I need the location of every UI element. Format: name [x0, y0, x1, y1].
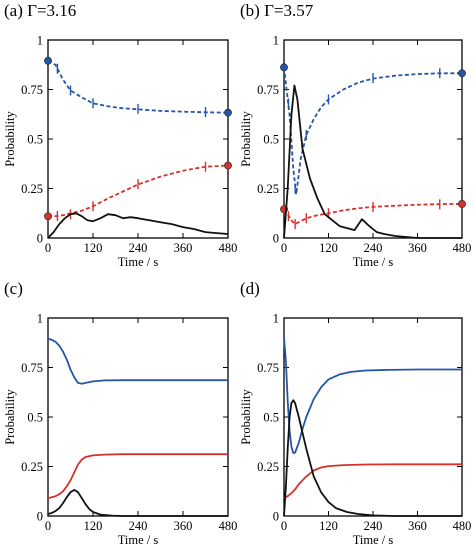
y-tick-label: 0.75 [21, 361, 43, 375]
y-tick-label: 0.25 [21, 182, 43, 196]
panel-title: (a) Γ=3.16 [4, 1, 76, 20]
plot-frame [47, 317, 229, 517]
y-tick-label: 0.25 [21, 460, 43, 474]
series-line-red [47, 453, 228, 500]
x-axis-label: Time / s [353, 255, 394, 269]
y-tick-label: 1 [273, 34, 279, 48]
y-tick-label: 0.5 [27, 133, 43, 147]
x-tick-label: 120 [319, 241, 338, 255]
y-tick-label: 1 [273, 312, 279, 326]
series-line-black [47, 489, 228, 517]
y-tick-label: 0 [37, 232, 43, 246]
x-tick-label: 480 [219, 519, 238, 533]
data-point-blue [224, 108, 232, 117]
x-axis-label: Time / s [353, 533, 394, 547]
x-tick-label: 480 [219, 241, 238, 255]
data-point-blue [280, 63, 288, 72]
y-axis-label: Probability [239, 388, 253, 444]
series-line-blue [47, 60, 229, 114]
y-tick-label: 0 [37, 510, 43, 524]
data-point-red [458, 200, 466, 208]
series-line-red [48, 164, 229, 218]
y-axis-label: Probability [3, 110, 17, 166]
panel-title: (c) [4, 279, 23, 298]
panel-title: (b) Γ=3.57 [240, 1, 314, 20]
x-tick-label: 480 [453, 519, 472, 533]
x-tick-label: 360 [174, 241, 193, 255]
x-tick-label: 240 [129, 241, 148, 255]
data-point-blue [458, 69, 466, 78]
y-tick-label: 0.75 [21, 83, 43, 97]
y-tick-label: 0.75 [257, 83, 279, 97]
series-line-black [283, 84, 462, 239]
y-tick-label: 0.25 [257, 460, 279, 474]
x-axis-label: Time / s [118, 533, 159, 547]
x-tick-label: 480 [453, 241, 472, 255]
y-tick-label: 0 [273, 510, 279, 524]
x-tick-label: 240 [129, 519, 148, 533]
series-line-black [47, 212, 229, 239]
series-line-blue [283, 67, 462, 196]
y-tick-label: 0.5 [263, 411, 279, 425]
y-axis-label: Probability [239, 110, 253, 166]
plot-frame [47, 39, 229, 239]
data-point-blue [44, 56, 52, 65]
series-line-black [283, 399, 462, 517]
data-point-red [44, 212, 52, 221]
x-tick-label: 120 [84, 241, 103, 255]
x-tick-label: 360 [408, 241, 427, 255]
series-line-red [283, 463, 462, 499]
x-tick-label: 0 [45, 241, 51, 255]
plot-frame [283, 317, 463, 517]
x-axis-label: Time / s [118, 255, 159, 269]
y-tick-label: 1 [37, 312, 43, 326]
y-tick-label: 0.75 [257, 361, 279, 375]
series-line-blue [47, 337, 228, 385]
x-tick-label: 120 [319, 519, 338, 533]
x-tick-label: 360 [174, 519, 193, 533]
x-tick-label: 240 [364, 241, 383, 255]
y-tick-label: 0 [273, 232, 279, 246]
y-tick-label: 0.5 [27, 411, 43, 425]
y-tick-label: 0.5 [263, 133, 279, 147]
x-tick-label: 360 [408, 519, 427, 533]
y-axis-label: Probability [3, 388, 17, 444]
y-tick-label: 1 [37, 34, 43, 48]
x-tick-label: 0 [281, 241, 287, 255]
x-tick-label: 0 [45, 519, 51, 533]
panel-title: (d) [240, 279, 260, 298]
x-tick-label: 240 [364, 519, 383, 533]
series-line-blue [283, 337, 462, 454]
x-tick-label: 0 [281, 519, 287, 533]
x-tick-label: 120 [84, 519, 103, 533]
data-point-red [224, 161, 232, 170]
y-tick-label: 0.25 [257, 182, 279, 196]
